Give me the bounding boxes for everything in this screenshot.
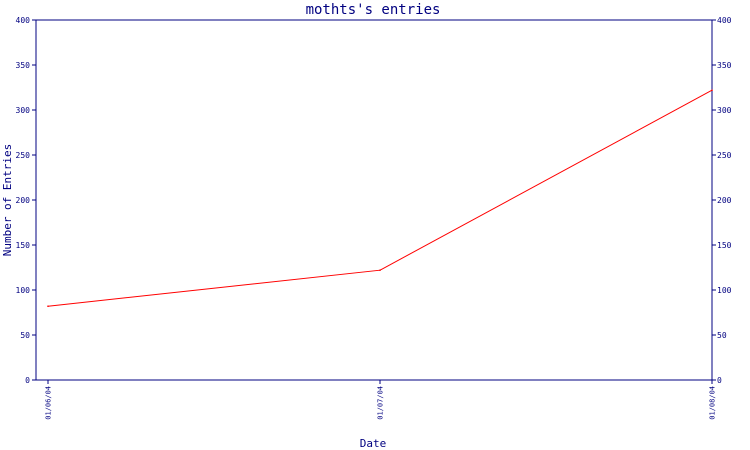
- y-tick-label-right: 150: [717, 241, 732, 250]
- y-tick-label-left: 400: [16, 16, 31, 25]
- y-tick-label-left: 50: [20, 331, 30, 340]
- y-tick-label-left: 0: [25, 376, 30, 385]
- y-tick-label-left: 250: [16, 151, 31, 160]
- y-tick-label-left: 150: [16, 241, 31, 250]
- x-axis: 01/06/04 01/07/04 01/08/04: [45, 380, 717, 420]
- data-point: [379, 269, 381, 272]
- y-tick-label-left: 300: [16, 106, 31, 115]
- y-axis-right: 0 50 100 150 200 250 300 350 400: [712, 16, 732, 385]
- y-tick-label-right: 350: [717, 61, 732, 70]
- x-tick-label: 01/06/04: [45, 386, 53, 420]
- y-tick-label-right: 100: [717, 286, 732, 295]
- x-axis-label: Date: [360, 437, 387, 450]
- data-point: [711, 89, 713, 91]
- y-axis-label: Number of Entries: [1, 144, 14, 257]
- data-point: [47, 305, 49, 308]
- x-tick-label: 01/07/04: [377, 386, 385, 420]
- plot-area-frame: [35, 19, 713, 381]
- chart-title: mothts's entries: [306, 2, 441, 18]
- y-tick-label-left: 350: [16, 61, 31, 70]
- y-axis-left: 0 50 100 150 200 250 300 350 400: [16, 16, 36, 385]
- y-tick-label-right: 0: [717, 376, 722, 385]
- series-line: [47, 89, 713, 307]
- y-tick-label-right: 50: [717, 331, 727, 340]
- y-tick-label-left: 100: [16, 286, 31, 295]
- x-tick-label: 01/08/04: [709, 386, 717, 420]
- y-tick-label-right: 250: [717, 151, 732, 160]
- y-tick-label-right: 300: [717, 106, 732, 115]
- y-tick-label-left: 200: [16, 196, 31, 205]
- y-tick-label-right: 400: [717, 16, 732, 25]
- series-layer: [47, 89, 713, 308]
- y-tick-label-right: 200: [717, 196, 732, 205]
